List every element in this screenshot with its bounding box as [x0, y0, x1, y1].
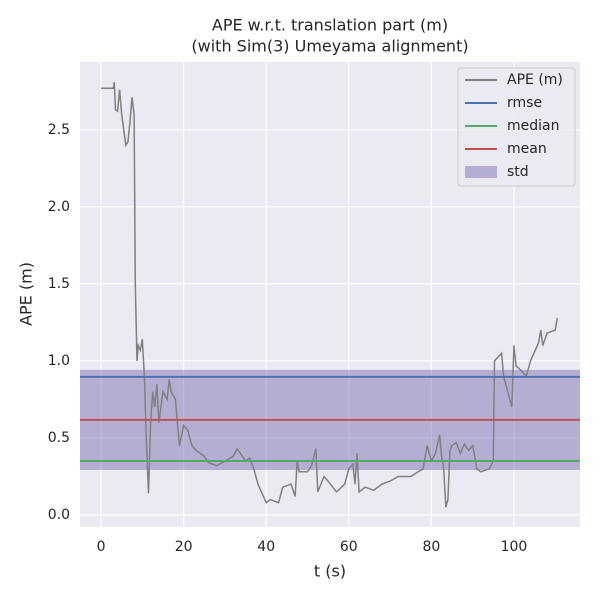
legend-label: std [507, 164, 529, 180]
y-tick-label: 2.0 [48, 199, 70, 215]
y-axis-label: APE (m) [17, 262, 36, 326]
x-tick-label: 100 [501, 539, 528, 555]
y-tick-label: 1.5 [48, 276, 70, 292]
ape-line [101, 81, 559, 508]
x-axis-label: t (s) [314, 562, 346, 581]
legend-label: APE (m) [507, 72, 563, 88]
y-tick-label: 0.0 [48, 507, 70, 523]
legend: APE (m) rmse median mean std [457, 67, 576, 187]
legend-label: mean [507, 141, 547, 157]
y-tick-label: 0.5 [48, 430, 70, 446]
x-tick-label: 80 [422, 539, 440, 555]
legend-box [457, 67, 576, 187]
legend-swatch [465, 166, 497, 178]
x-tick-label: 40 [257, 539, 275, 555]
legend-label: rmse [507, 95, 542, 111]
chart-title: APE w.r.t. translation part (m) [212, 16, 448, 35]
y-tick-label: 1.0 [48, 353, 70, 369]
chart-subtitle: (with Sim(3) Umeyama alignment) [191, 37, 468, 56]
x-tick-label: 60 [340, 539, 358, 555]
x-tick-label: 20 [175, 539, 193, 555]
legend-label: median [507, 118, 559, 134]
y-tick-label: 2.5 [48, 122, 70, 138]
x-tick-label: 0 [97, 539, 106, 555]
